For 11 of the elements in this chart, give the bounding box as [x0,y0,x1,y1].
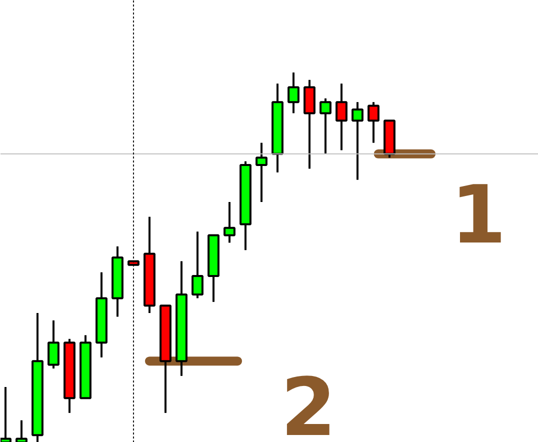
candlestick [48,319,60,370]
candlestick [336,82,348,152]
text: 1 [450,168,506,262]
candlestick [368,101,380,144]
candlestick [288,72,300,114]
candlestick [192,230,204,300]
candlestick [352,101,364,181]
candlestick [256,142,268,203]
annotation: 2 [280,361,336,442]
candlestick [320,97,332,155]
candlestick [224,201,236,244]
